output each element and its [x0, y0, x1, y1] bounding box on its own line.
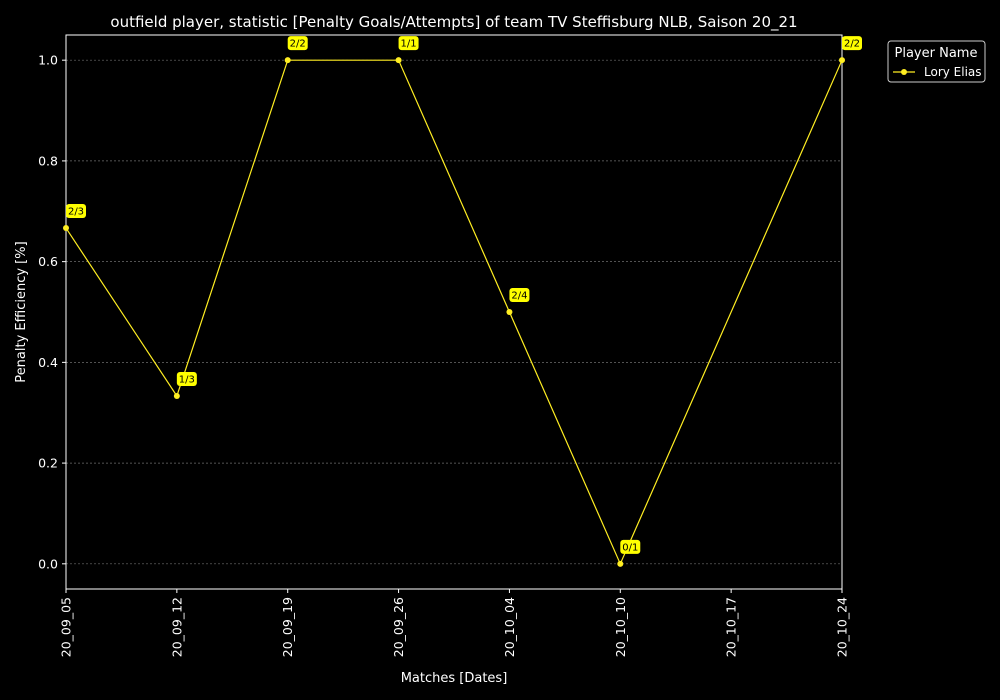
- data-label-box: [66, 204, 86, 219]
- x-tick-label: 20_10_17: [724, 597, 739, 657]
- series-line: [65, 59, 843, 566]
- x-tick-label: 20_09_26: [391, 597, 406, 657]
- legend-series-marker: [901, 69, 907, 75]
- data-point: [506, 309, 513, 315]
- data-label-box: [509, 288, 530, 302]
- data-label: 1/3: [179, 374, 195, 385]
- x-tick-label: 20_09_19: [280, 597, 295, 657]
- y-tick-label: 1.0: [38, 53, 58, 68]
- plot-frame: [65, 34, 843, 590]
- data-label: 2/2: [844, 39, 860, 50]
- x-tick-label: 20_09_05: [59, 597, 74, 657]
- y-tick-label: 0.6: [38, 254, 58, 269]
- data-label: 1/1: [401, 39, 417, 50]
- data-label: 0/1: [622, 542, 638, 553]
- x-tick-label: 20_10_10: [613, 597, 628, 657]
- data-point: [839, 57, 845, 64]
- x-tick-label: 20_10_04: [502, 597, 517, 657]
- data-label-box: [176, 371, 197, 386]
- x-axis-label: Matches [Dates]: [401, 671, 508, 686]
- legend-title: Player Name: [895, 46, 978, 61]
- data-labels: 2/3 1/3 2/2 1/1 2/4 0/1 2/2: [66, 36, 862, 554]
- legend-series-label: Lory Elias: [924, 65, 982, 79]
- y-tick-label: 0.8: [38, 153, 58, 168]
- data-point: [395, 57, 402, 64]
- data-label: 2/4: [511, 291, 527, 302]
- chart-title: outfield player, statistic [Penalty Goal…: [110, 13, 797, 32]
- grid-layer: [66, 59, 842, 565]
- data-point: [63, 225, 69, 232]
- data-label-box: [842, 36, 862, 51]
- data-point: [617, 560, 624, 567]
- x-axis-ticks: 20_09_05 20_09_12 20_09_19 20_09_26 20_10_04…: [59, 589, 850, 657]
- data-label-box: [398, 36, 419, 51]
- x-tick-label: 20_10_24: [835, 597, 850, 657]
- y-axis-ticks: 0.0 0.2 0.4 0.6 0.8 1.0: [38, 53, 66, 571]
- data-point: [284, 57, 291, 64]
- y-tick-label: 0.2: [38, 456, 58, 471]
- legend: Player Name Lory Elias: [887, 40, 986, 83]
- y-axis-label: Penalty Efficiency [%]: [14, 241, 29, 382]
- data-label-box: [620, 539, 641, 554]
- data-label-box: [287, 36, 308, 51]
- data-label: 2/3: [68, 207, 84, 218]
- data-label: 2/2: [290, 39, 306, 50]
- data-point: [173, 392, 180, 399]
- y-tick-label: 0.4: [38, 355, 58, 370]
- y-tick-label: 0.0: [38, 556, 58, 571]
- x-tick-label: 20_09_12: [169, 597, 184, 657]
- series-layer: [63, 57, 845, 567]
